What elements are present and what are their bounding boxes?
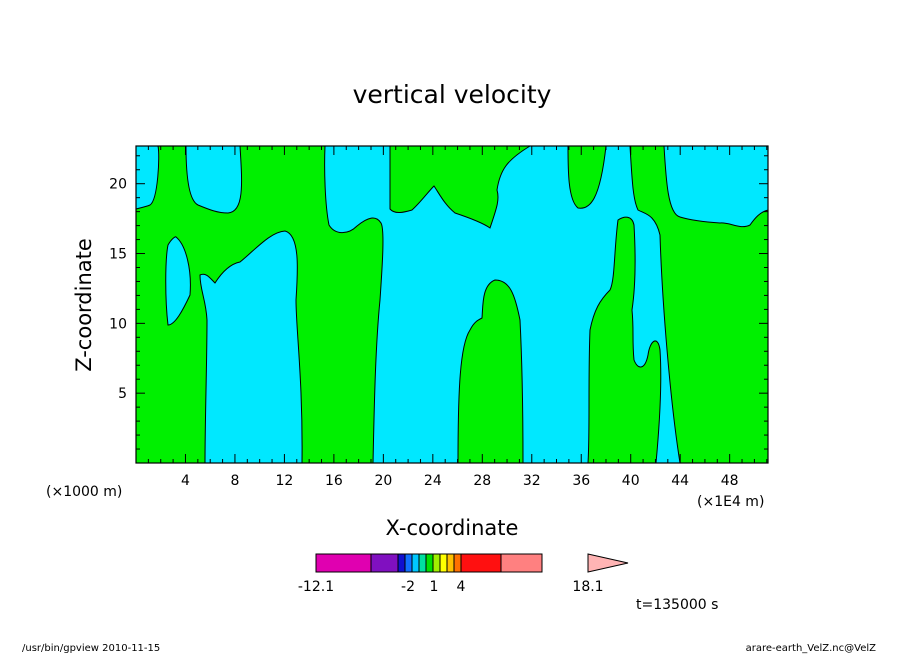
- colorbar-segment: [432, 553, 441, 573]
- colorbar-label-min: -12.1: [298, 579, 334, 595]
- x-tick-label: 16: [325, 473, 343, 489]
- x-tick-label: 24: [424, 473, 442, 489]
- colorbar-segment: [460, 553, 502, 573]
- chart-title: vertical velocity: [353, 80, 552, 109]
- negative-region: [199, 230, 303, 464]
- colorbar-segment: [439, 553, 448, 573]
- x-tick-label: 28: [473, 473, 491, 489]
- colorbar-segment: [370, 553, 399, 573]
- footer-right: arare-earth_VelZ.nc@VelZ: [746, 643, 877, 654]
- x-axis-label: X-coordinate: [386, 516, 519, 540]
- y-axis: 5 10 15 20: [109, 155, 768, 450]
- negative-region: [135, 145, 160, 210]
- colorbar-label: -2: [401, 579, 415, 595]
- x-tick-label: 44: [671, 473, 689, 489]
- x-unit-left: (×1000 m): [46, 484, 122, 500]
- colorbar-segment: [418, 553, 427, 573]
- x-axis: 4 8 12 16 20 24 28 32 36 40 44 48: [147, 146, 768, 489]
- negative-region: [663, 145, 769, 228]
- colorbar-labels: -12.1 -2 1 4 18.1: [298, 579, 604, 595]
- colorbar-segment: [446, 553, 455, 573]
- x-tick-label: 20: [374, 473, 392, 489]
- colorbar-segment: [425, 553, 434, 573]
- x-tick-label: 40: [622, 473, 640, 489]
- colorbar-arrow: [587, 553, 629, 573]
- footer-left: /usr/bin/gpview 2010-11-15: [22, 643, 160, 654]
- colorbar-segment: [500, 553, 543, 573]
- colorbar-segment: [453, 553, 462, 573]
- plot-frame: [135, 145, 769, 464]
- x-tick-label: 48: [721, 473, 739, 489]
- negative-region: [165, 236, 191, 326]
- negative-region: [185, 145, 243, 214]
- colorbar-label: 1: [430, 579, 439, 595]
- colorbar-label-max: 18.1: [572, 579, 603, 595]
- x-tick-label: 12: [276, 473, 294, 489]
- x-unit-right: (×1E4 m): [697, 494, 764, 510]
- colorbar-segment: [315, 553, 372, 573]
- colorbar: [315, 553, 629, 573]
- colorbar-segment: [404, 553, 413, 573]
- y-tick-label: 5: [118, 386, 127, 402]
- colorbar-segment: [411, 553, 420, 573]
- colorbar-segment: [397, 553, 406, 573]
- x-tick-label: 4: [181, 473, 190, 489]
- x-tick-label: 32: [523, 473, 541, 489]
- y-tick-label: 15: [109, 247, 127, 263]
- time-label: t=135000 s: [636, 597, 718, 613]
- plot-area: [135, 145, 769, 464]
- colorbar-label: 4: [457, 579, 466, 595]
- y-tick-label: 20: [109, 177, 127, 193]
- x-tick-label: 8: [230, 473, 239, 489]
- x-tick-label: 36: [572, 473, 590, 489]
- y-axis-label: Z-coordinate: [72, 238, 96, 372]
- y-tick-label: 10: [109, 316, 127, 332]
- negative-regions: [135, 145, 769, 464]
